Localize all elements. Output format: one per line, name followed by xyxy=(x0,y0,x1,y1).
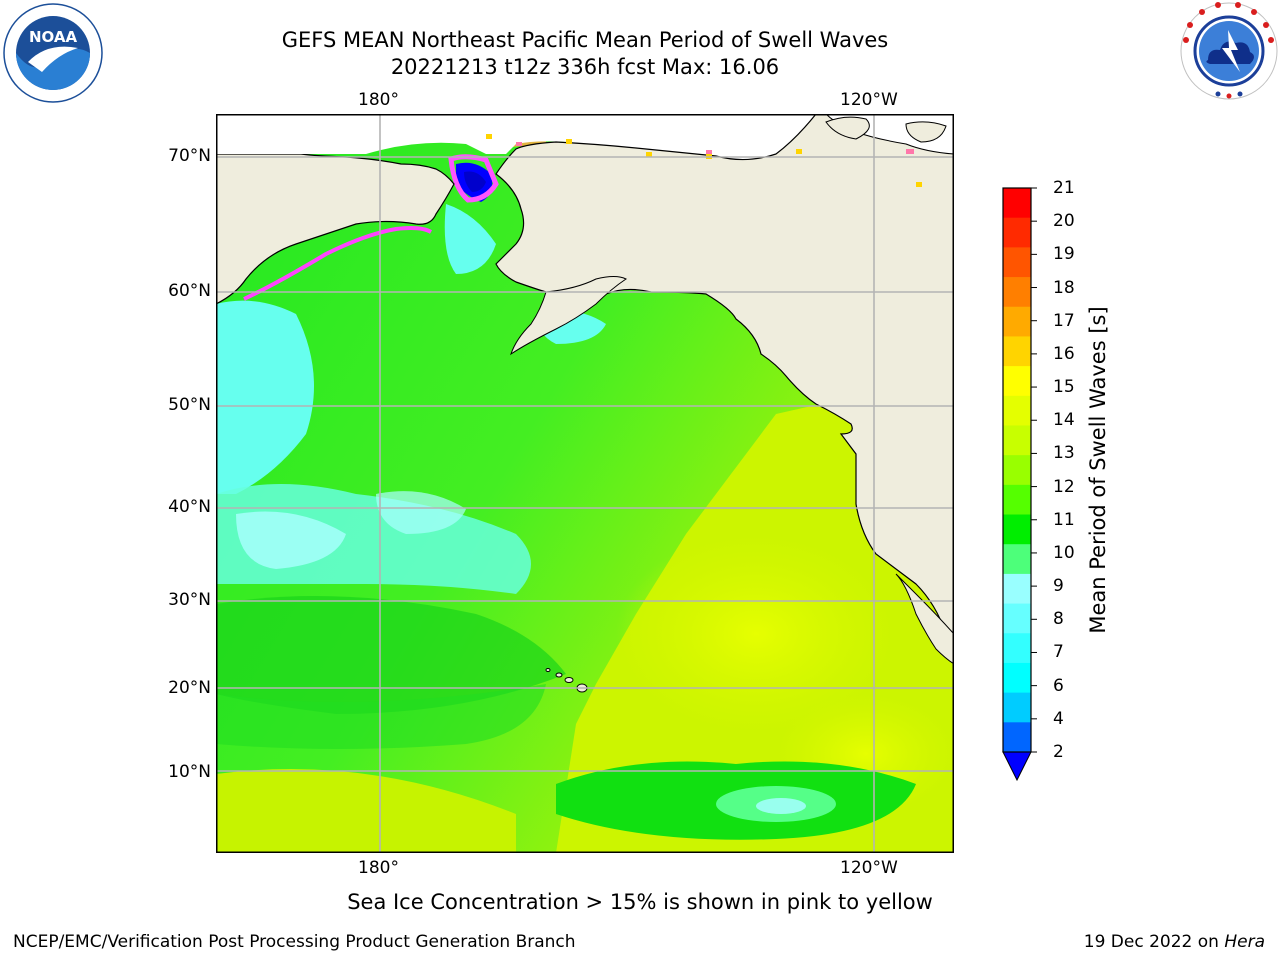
chart-title: GEFS MEAN Northeast Pacific Mean Period … xyxy=(281,28,889,52)
colorbar-segment xyxy=(1003,573,1031,605)
map-border xyxy=(216,114,954,853)
colorbar-tick-label: 13 xyxy=(1053,443,1075,464)
colorbar-segment xyxy=(1003,544,1031,575)
swell-period-map xyxy=(216,114,954,853)
colorbar-segment xyxy=(1003,395,1031,426)
colorbar-segment xyxy=(1003,692,1031,723)
colorbar-tick-label: 6 xyxy=(1053,675,1064,696)
colorbar-segment xyxy=(1003,514,1031,545)
colorbar-tick-label: 12 xyxy=(1053,476,1075,497)
colorbar-tick-label: 19 xyxy=(1053,244,1075,265)
credit-line: NCEP/EMC/Verification Post Processing Pr… xyxy=(13,932,576,952)
lon-label-bottom-180: 180° xyxy=(358,858,399,878)
colorbar-tick-label: 20 xyxy=(1053,211,1075,232)
lat-label-70n: 70°N xyxy=(168,146,211,166)
lat-label-40n: 40°N xyxy=(168,497,211,517)
lon-label-top-120w: 120°W xyxy=(840,90,898,110)
colorbar-segment xyxy=(1003,425,1031,456)
cyan-west-region xyxy=(216,300,314,494)
colorbar-tick-label: 14 xyxy=(1053,410,1075,431)
colorbar-tick-label: 10 xyxy=(1053,542,1075,563)
colorbar-extend-triangle xyxy=(1002,751,1032,782)
chart-subtitle: 20221213 t12z 336h fcst Max: 16.06 xyxy=(390,55,780,79)
colorbar-tick-label: 8 xyxy=(1053,609,1064,630)
colorbar-tick-label: 7 xyxy=(1053,642,1064,663)
colorbar-segment xyxy=(1003,336,1031,367)
sea-ice-note: Sea Ice Concentration > 15% is shown in … xyxy=(347,890,933,914)
lat-label-10n: 10°N xyxy=(168,762,211,782)
colorbar-label: Mean Period of Swell Waves [s] xyxy=(1086,306,1110,634)
colorbar-segment xyxy=(1003,662,1031,694)
lat-label-60n: 60°N xyxy=(168,281,211,301)
land-alaska xyxy=(495,114,954,655)
colorbar-tick-label: 9 xyxy=(1053,576,1064,597)
colorbar-segment xyxy=(1003,722,1031,753)
land-mexico xyxy=(895,573,954,665)
colorbar-segment xyxy=(1003,306,1031,337)
colorbar-segment xyxy=(1003,484,1031,516)
colorbar-tick-label: 11 xyxy=(1053,509,1075,530)
colorbar-tick-label: 16 xyxy=(1053,343,1075,364)
colorbar xyxy=(1002,187,1037,782)
noaa-logo-icon: NOAA xyxy=(3,3,103,103)
land-arctic-strip xyxy=(216,114,954,164)
host-name: Hera xyxy=(1224,932,1265,952)
colorbar-segment xyxy=(1003,188,1031,219)
colorbar-tick-label: 21 xyxy=(1053,178,1075,198)
southern-yellow-band xyxy=(216,769,516,853)
colorbar-segment xyxy=(1003,633,1031,664)
nws-logo-icon xyxy=(1180,2,1278,100)
colorbar-segment xyxy=(1003,247,1031,278)
colorbar-segment xyxy=(1003,217,1031,248)
map-gridlines xyxy=(216,114,954,853)
sea-ice-pink-west xyxy=(243,226,433,301)
colorbar-tick-label: 15 xyxy=(1053,377,1075,398)
lon-label-bottom-120w: 120°W xyxy=(840,858,898,878)
lat-label-20n: 20°N xyxy=(168,678,211,698)
date-line: 19 Dec 2022 on Hera xyxy=(1083,932,1265,952)
colorbar-tick-label: 2 xyxy=(1053,742,1064,762)
lat-label-30n: 30°N xyxy=(168,590,211,610)
colorbar-segment xyxy=(1003,366,1031,397)
svg-text:NOAA: NOAA xyxy=(29,28,78,46)
colorbar-tick-label: 17 xyxy=(1053,310,1075,331)
hawaii-islands xyxy=(545,668,588,693)
colorbar-segment xyxy=(1003,603,1031,634)
land-chukotka xyxy=(216,114,455,305)
lon-label-top-180: 180° xyxy=(358,90,399,110)
lat-label-50n: 50°N xyxy=(168,395,211,415)
colorbar-segment xyxy=(1003,277,1031,308)
land-alaska-peninsula xyxy=(510,276,627,356)
colorbar-segment xyxy=(1003,455,1031,486)
colorbar-tick-label: 4 xyxy=(1053,708,1064,729)
colorbar-border xyxy=(1002,187,1032,753)
colorbar-tick-label: 18 xyxy=(1053,277,1075,298)
